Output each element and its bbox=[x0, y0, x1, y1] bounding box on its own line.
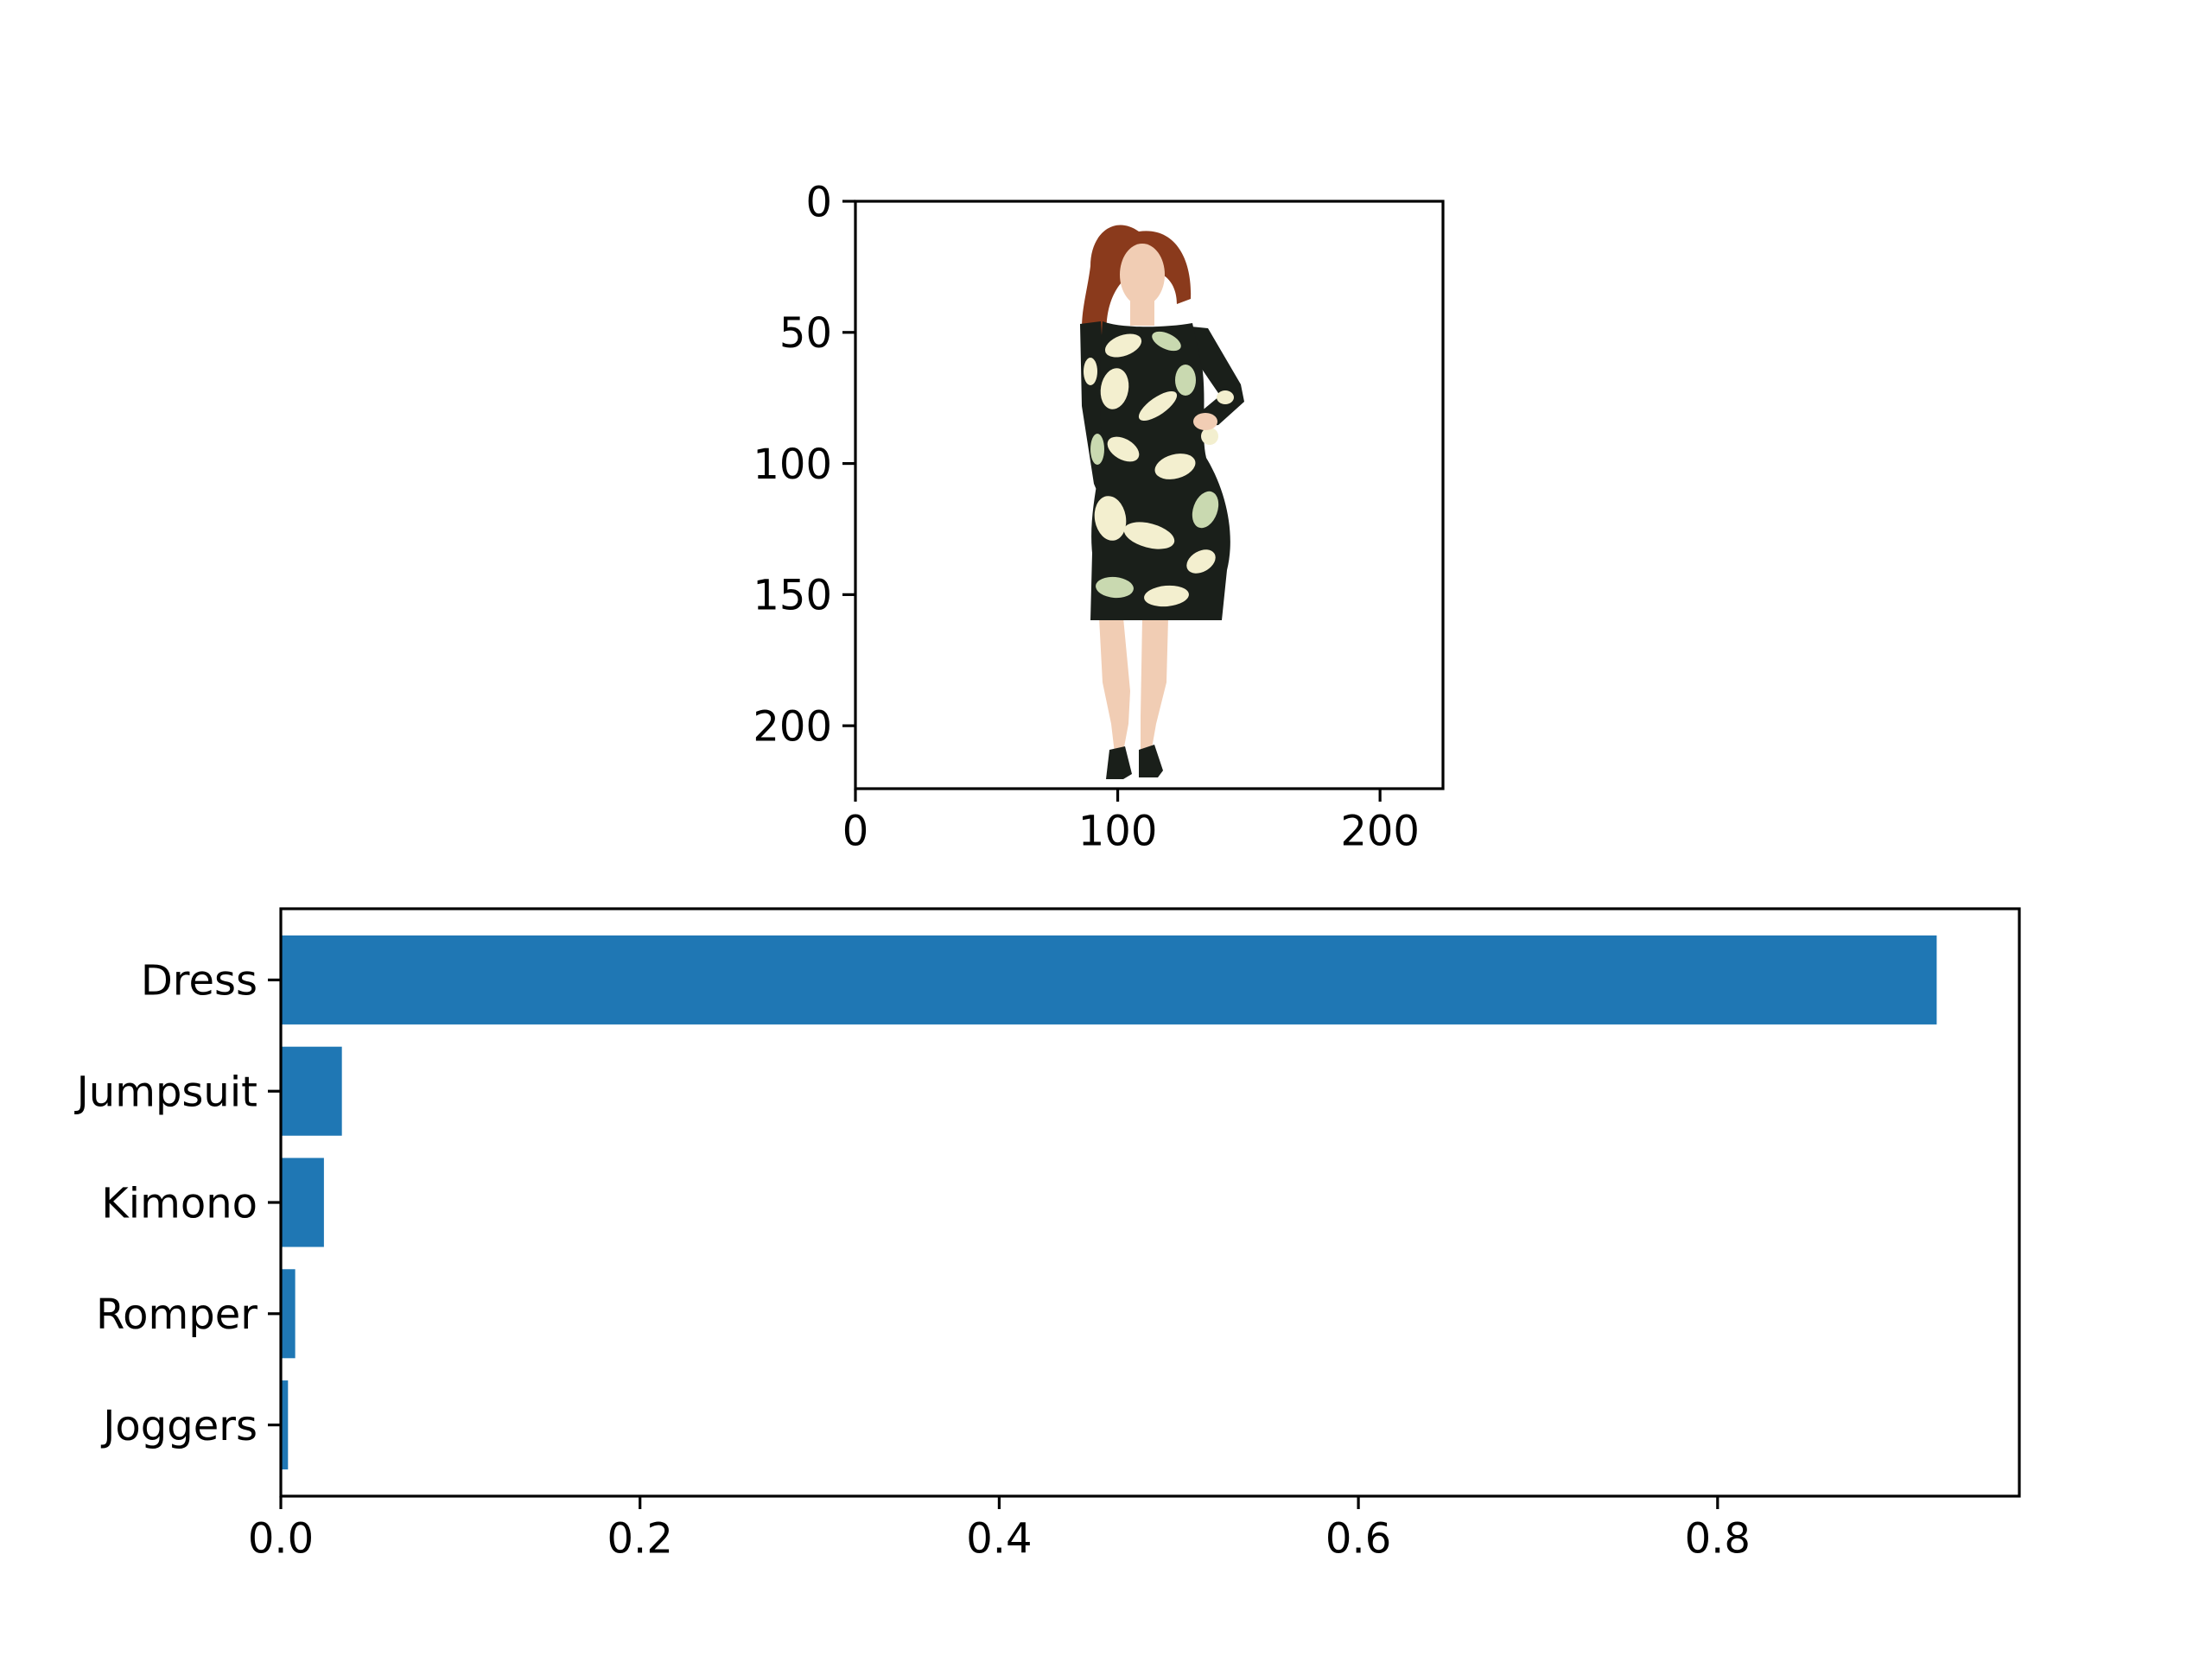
photo-leg-right bbox=[1141, 618, 1168, 753]
dress-print-blob bbox=[1104, 333, 1142, 358]
image-panel: 0 100 200 0 50 100 150 200 bbox=[753, 178, 1445, 855]
bar-jumpsuit bbox=[281, 1046, 342, 1136]
image-y-tick-label: 0 bbox=[805, 178, 832, 226]
photo-leg-left bbox=[1099, 618, 1130, 753]
image-x-tick-label: 100 bbox=[1078, 807, 1158, 855]
bar-dress bbox=[281, 935, 1937, 1024]
dress-print-blob bbox=[1084, 358, 1097, 385]
dress-print-blob bbox=[1175, 365, 1196, 396]
bar-joggers bbox=[281, 1380, 289, 1470]
photo-shoe-right bbox=[1139, 745, 1163, 777]
image-panel-frame bbox=[854, 200, 1445, 790]
dress-print-blob bbox=[1186, 549, 1216, 574]
image-x-tick-label: 0 bbox=[842, 807, 869, 855]
dress-print-blob bbox=[1154, 454, 1196, 479]
photo-hand bbox=[1193, 413, 1217, 430]
image-x-tick-label: 200 bbox=[1340, 807, 1420, 855]
dress-print-blob bbox=[1094, 496, 1127, 541]
bar-y-tick-label: Joggers bbox=[100, 1402, 257, 1450]
photo-dress-print bbox=[1084, 331, 1234, 607]
dress-print-blob bbox=[1138, 390, 1178, 422]
bar-x-tick-label: 0.4 bbox=[966, 1514, 1032, 1563]
dress-print-blob bbox=[1107, 436, 1140, 462]
image-y-tick-label: 200 bbox=[753, 702, 832, 751]
bar-x-tick-label: 0.6 bbox=[1325, 1514, 1391, 1563]
bar-romper bbox=[281, 1269, 296, 1359]
product-photo bbox=[1080, 225, 1244, 779]
bar-y-tick-label: Dress bbox=[141, 957, 257, 1005]
bar-y-tick-label: Kimono bbox=[101, 1179, 257, 1227]
image-y-tick-label: 50 bbox=[779, 309, 832, 358]
photo-hair bbox=[1082, 225, 1192, 344]
dress-print-blob bbox=[1123, 522, 1175, 549]
bar-y-tick-label: Romper bbox=[96, 1291, 257, 1339]
photo-shoe-left bbox=[1106, 746, 1132, 779]
dress-print-blob bbox=[1217, 390, 1234, 404]
bar-kimono bbox=[281, 1158, 324, 1247]
bar-x-tick-label: 0.0 bbox=[248, 1514, 314, 1563]
dress-print-blob bbox=[1090, 434, 1104, 465]
bar-chart-x-axis: 0.0 0.2 0.4 0.6 0.8 bbox=[248, 1496, 1751, 1563]
dress-print-blob bbox=[1192, 491, 1219, 529]
bar-series bbox=[281, 935, 1937, 1470]
bar-x-tick-label: 0.8 bbox=[1685, 1514, 1751, 1563]
dress-print-blob bbox=[1201, 428, 1218, 445]
image-panel-y-axis: 0 50 100 150 200 bbox=[753, 178, 855, 751]
dress-print-blob bbox=[1152, 331, 1181, 352]
bar-chart-y-axis: Dress Jumpsuit Kimono Romper Joggers bbox=[74, 957, 281, 1450]
dress-print-blob bbox=[1096, 576, 1134, 599]
image-panel-x-axis: 0 100 200 bbox=[842, 789, 1420, 855]
dress-print-blob bbox=[1144, 585, 1189, 607]
photo-face bbox=[1120, 244, 1165, 306]
image-y-tick-label: 150 bbox=[753, 572, 832, 620]
bar-y-tick-label: Jumpsuit bbox=[74, 1068, 257, 1116]
bar-x-tick-label: 0.2 bbox=[607, 1514, 673, 1563]
photo-neck bbox=[1130, 298, 1154, 326]
dress-print-blob bbox=[1100, 368, 1129, 409]
image-y-tick-label: 100 bbox=[753, 441, 832, 489]
